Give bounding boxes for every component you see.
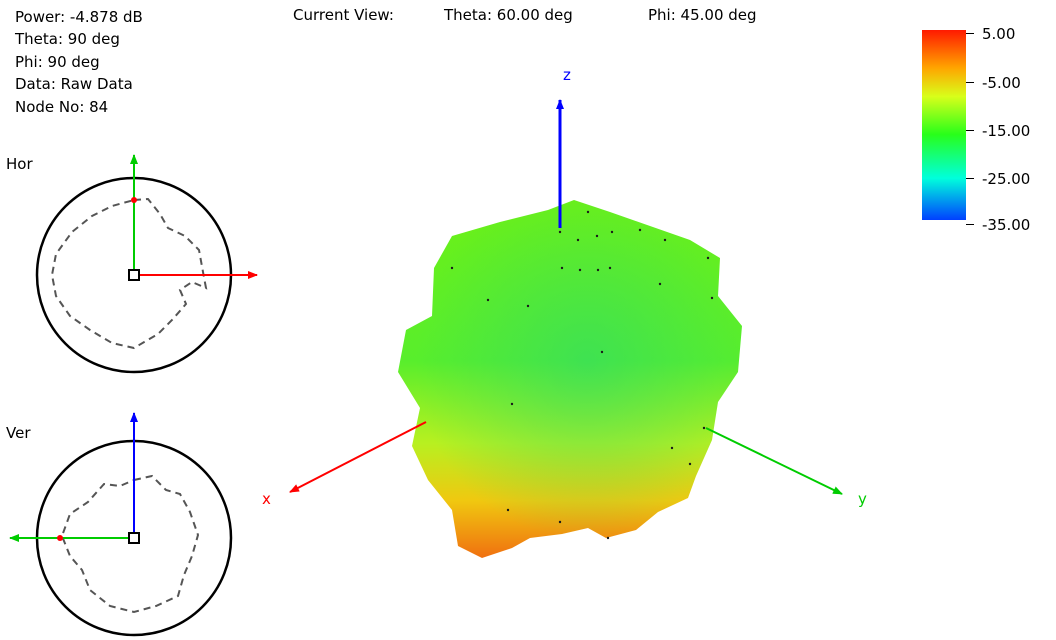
vertical-pattern-trace (60, 474, 200, 614)
vertical-origin-marker (128, 532, 140, 544)
horizontal-current-point (131, 197, 137, 203)
y-axis-label: y (858, 490, 867, 508)
radiation-pattern-3d[interactable] (398, 200, 742, 558)
color-scale-tick (966, 33, 974, 34)
node-number-readout: Node No: 84 (15, 97, 109, 116)
color-scale-tick (966, 224, 974, 225)
x-axis-arrow (289, 421, 427, 493)
color-scale-tick (966, 82, 974, 83)
measurement-info: Power: -4.878 dB Theta: 90 deg Phi: 90 d… (15, 6, 143, 118)
current-view-phi: Phi: 45.00 deg (648, 6, 757, 24)
vertical-polar-plot (9, 412, 233, 637)
color-scale-label: -5.00 (982, 74, 1021, 92)
vertical-current-point (57, 535, 63, 541)
color-scale-tick (966, 178, 974, 179)
radiation-pattern-shading (398, 200, 742, 558)
current-view-label: Current View: (293, 6, 394, 24)
theta-readout: Theta: 90 deg (15, 30, 120, 49)
power-readout: Power: -4.878 dB (15, 8, 143, 26)
color-scale-label: -35.00 (982, 216, 1031, 234)
y-axis-arrow (705, 427, 843, 495)
z-axis-label: z (563, 66, 571, 84)
color-scale-label: -25.00 (982, 170, 1031, 188)
current-view-theta: Theta: 60.00 deg (444, 6, 573, 24)
color-scale-bar (922, 30, 966, 220)
horizontal-plot-label: Hor (6, 155, 33, 173)
color-scale-label: 5.00 (982, 25, 1016, 43)
color-scale-tick (966, 130, 974, 131)
horizontal-pattern-trace (50, 197, 208, 350)
horizontal-polar-plot (35, 154, 258, 374)
mesh-nodes (450, 210, 714, 540)
vertical-plot-label: Ver (6, 424, 31, 442)
axes-3d: z x y (262, 66, 867, 508)
color-scale-label: -15.00 (982, 122, 1031, 140)
data-source-readout: Data: Raw Data (15, 75, 133, 94)
horizontal-origin-marker (128, 269, 140, 281)
phi-readout: Phi: 90 deg (15, 52, 100, 71)
x-axis-label: x (262, 490, 271, 508)
